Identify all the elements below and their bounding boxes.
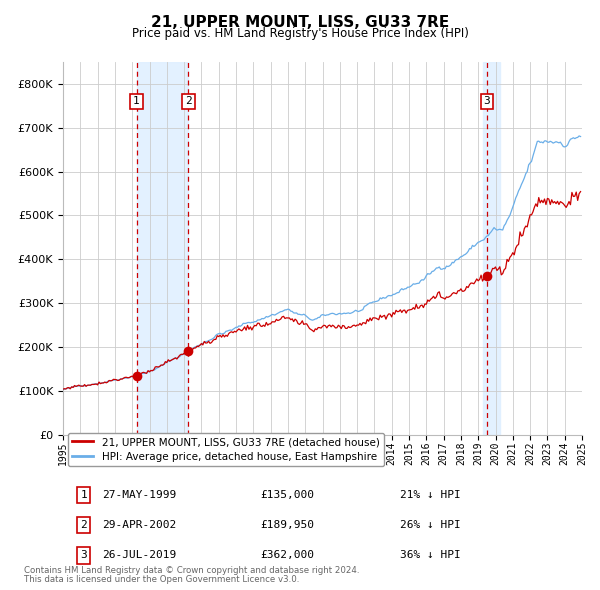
Text: This data is licensed under the Open Government Licence v3.0.: This data is licensed under the Open Gov…: [24, 575, 299, 584]
Text: 21% ↓ HPI: 21% ↓ HPI: [400, 490, 461, 500]
Text: 26-JUL-2019: 26-JUL-2019: [102, 550, 176, 560]
Bar: [137, 62, 188, 435]
Bar: [482, 62, 500, 435]
Text: Price paid vs. HM Land Registry's House Price Index (HPI): Price paid vs. HM Land Registry's House …: [131, 27, 469, 40]
Text: £189,950: £189,950: [260, 520, 314, 530]
Text: 21, UPPER MOUNT, LISS, GU33 7RE: 21, UPPER MOUNT, LISS, GU33 7RE: [151, 15, 449, 30]
Text: £362,000: £362,000: [260, 550, 314, 560]
Text: 1: 1: [133, 96, 140, 106]
Legend: 21, UPPER MOUNT, LISS, GU33 7RE (detached house), HPI: Average price, detached h: 21, UPPER MOUNT, LISS, GU33 7RE (detache…: [68, 433, 383, 466]
Text: 3: 3: [80, 550, 87, 560]
Text: 29-APR-2002: 29-APR-2002: [102, 520, 176, 530]
Text: 2: 2: [185, 96, 192, 106]
Text: 1: 1: [80, 490, 87, 500]
Text: 2: 2: [80, 520, 87, 530]
Text: 3: 3: [484, 96, 490, 106]
Text: 27-MAY-1999: 27-MAY-1999: [102, 490, 176, 500]
Text: £135,000: £135,000: [260, 490, 314, 500]
Text: Contains HM Land Registry data © Crown copyright and database right 2024.: Contains HM Land Registry data © Crown c…: [24, 566, 359, 575]
Text: 26% ↓ HPI: 26% ↓ HPI: [400, 520, 461, 530]
Text: 36% ↓ HPI: 36% ↓ HPI: [400, 550, 461, 560]
